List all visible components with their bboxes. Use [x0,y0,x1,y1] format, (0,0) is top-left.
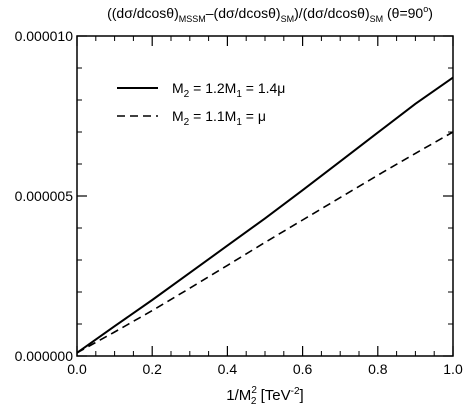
x-tick-labels: 0.0 0.2 0.4 0.6 0.8 1.0 [67,361,463,377]
x-tick-label: 0.8 [368,361,388,377]
y-tick-label: 0.000000 [15,348,74,364]
title-sub-sm2: SM [370,14,384,24]
title-mid: –(dσ/dcosθ) [206,5,281,21]
x-axis-label: 1/M2 2 [TeV-2] [226,385,303,407]
title-cond-sup: o [423,4,428,14]
legend-label-solid: M2 = 1.2M1 = 1.4μ [172,80,285,100]
y-tick-label: 0.000010 [15,28,74,44]
chart-title: ((dσ/dcosθ)MSSM–(dσ/dcosθ)SM)/(dσ/dcosθ)… [107,4,433,24]
tick-marks [76,35,454,357]
legend: M2 = 1.2M1 = 1.4μ M2 = 1.1M1 = μ [117,80,285,128]
title-open: ((dσ/dcosθ) [107,5,179,21]
y-tick-labels: 0.000000 0.000005 0.000010 [15,28,74,364]
x-tick-label: 0.2 [142,361,162,377]
series-line-solid [76,76,454,354]
x-tick-label: 0.6 [293,361,313,377]
series-lines [76,76,454,354]
title-cond-open: (θ=90 [387,5,423,21]
y-tick-label: 0.000005 [15,188,74,204]
title-cond-close: ) [428,5,433,21]
x-tick-label: 0.4 [218,361,238,377]
series-line-dashed [76,131,454,354]
x-tick-label: 1.0 [443,361,463,377]
title-div: )/(dσ/dcosθ) [294,5,370,21]
title-sub-mssm: MSSM [179,14,206,24]
x-tick-label: 0.0 [67,361,87,377]
legend-label-dashed: M2 = 1.1M1 = μ [172,108,266,128]
title-sub-sm1: SM [281,14,295,24]
